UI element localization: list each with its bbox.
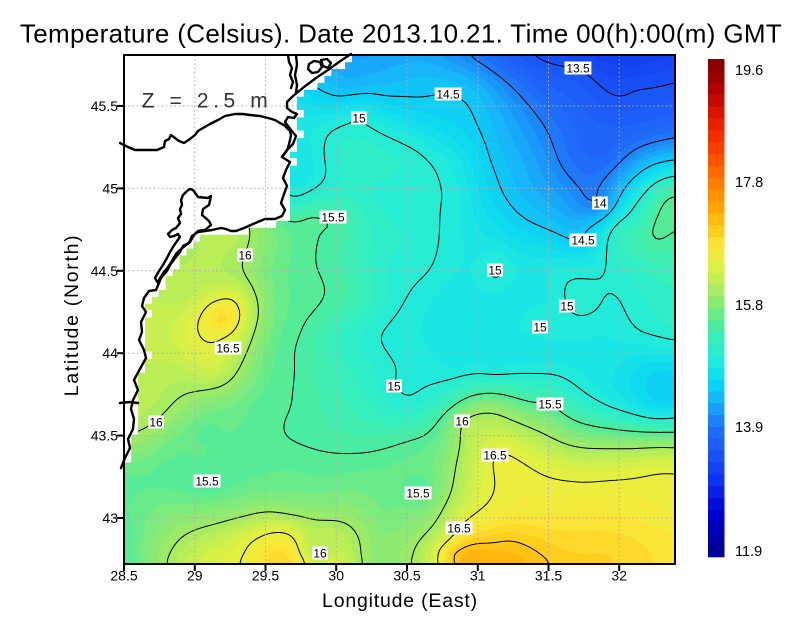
svg-text:16: 16 <box>149 416 163 430</box>
svg-text:15.5: 15.5 <box>321 211 345 225</box>
svg-text:45.5: 45.5 <box>91 98 118 114</box>
svg-text:15.8: 15.8 <box>735 298 763 314</box>
svg-text:44: 44 <box>102 345 118 361</box>
svg-text:43: 43 <box>102 510 118 526</box>
svg-text:16.5: 16.5 <box>483 449 507 463</box>
svg-text:45: 45 <box>102 180 118 196</box>
svg-text:30: 30 <box>328 568 344 584</box>
svg-text:15: 15 <box>352 112 366 126</box>
svg-text:15: 15 <box>387 380 401 394</box>
svg-text:43.5: 43.5 <box>91 428 118 444</box>
svg-text:44.5: 44.5 <box>91 263 118 279</box>
svg-text:19.6: 19.6 <box>735 63 763 79</box>
svg-text:16: 16 <box>313 547 327 561</box>
svg-text:15.5: 15.5 <box>406 487 430 501</box>
svg-text:15: 15 <box>488 264 502 278</box>
svg-text:11.9: 11.9 <box>735 544 762 560</box>
svg-text:14.5: 14.5 <box>571 234 595 248</box>
svg-text:16: 16 <box>455 415 469 429</box>
svg-text:15: 15 <box>560 300 574 314</box>
svg-text:Longitude (East): Longitude (East) <box>322 590 478 612</box>
svg-text:29.5: 29.5 <box>252 568 279 584</box>
svg-text:16.5: 16.5 <box>216 342 240 356</box>
svg-text:32: 32 <box>611 568 627 584</box>
svg-text:Latitude (North): Latitude (North) <box>61 234 83 397</box>
svg-text:13.9: 13.9 <box>735 420 763 436</box>
svg-text:28.5: 28.5 <box>110 568 137 584</box>
svg-text:15.5: 15.5 <box>195 475 219 489</box>
svg-text:29: 29 <box>187 568 203 584</box>
svg-text:15: 15 <box>533 321 547 335</box>
svg-text:30.5: 30.5 <box>393 568 420 584</box>
svg-text:16: 16 <box>238 249 252 263</box>
svg-text:15.5: 15.5 <box>538 398 562 412</box>
svg-text:14.5: 14.5 <box>436 88 460 102</box>
svg-text:17.8: 17.8 <box>735 175 763 191</box>
svg-text:31.5: 31.5 <box>535 568 562 584</box>
svg-text:Temperature (Celsius). Date 20: Temperature (Celsius). Date 2013.10.21. … <box>20 19 782 49</box>
svg-text:16.5: 16.5 <box>447 522 471 536</box>
svg-text:13.5: 13.5 <box>566 62 590 76</box>
svg-text:14: 14 <box>593 197 607 211</box>
svg-text:31: 31 <box>470 568 486 584</box>
svg-text:Z = 2.5 m: Z = 2.5 m <box>142 90 273 113</box>
